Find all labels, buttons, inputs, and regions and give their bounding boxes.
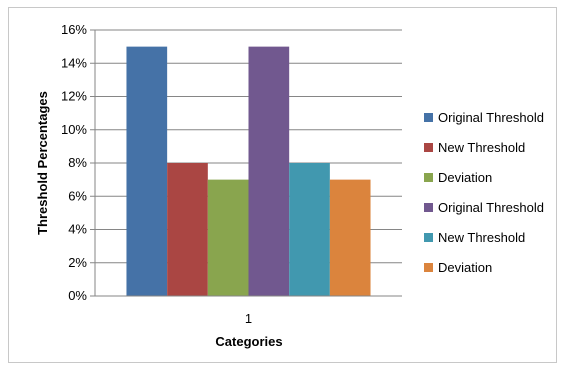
y-tick-label: 6% — [68, 188, 87, 203]
legend-label: Deviation — [438, 170, 492, 185]
legend-swatch — [424, 203, 433, 212]
y-tick-label: 12% — [61, 89, 87, 104]
y-tick-label: 4% — [68, 222, 87, 237]
legend-label: Original Threshold — [438, 110, 544, 125]
legend-swatch — [424, 173, 433, 182]
legend-label: New Threshold — [438, 230, 525, 245]
legend-label: Deviation — [438, 260, 492, 275]
bars — [126, 46, 371, 296]
legend: Original Threshold New Threshold Deviation… — [424, 110, 544, 275]
x-tick-label: 1 — [245, 311, 252, 326]
y-axis-title: Threshold Percentages — [35, 91, 50, 235]
x-tick-labels: 1 — [245, 311, 252, 326]
legend-swatch — [424, 233, 433, 242]
y-tick-label: 16% — [61, 22, 87, 37]
x-axis-title: Categories — [215, 334, 282, 349]
bar-4 — [248, 46, 290, 296]
y-tick-label: 0% — [68, 288, 87, 303]
y-tick-labels: 0% 2% 4% 6% 8% 10% 12% 14% 16% — [61, 22, 95, 303]
legend-label: Original Threshold — [438, 200, 544, 215]
bar-1 — [126, 46, 168, 296]
bar-2 — [167, 163, 208, 296]
bar-5 — [289, 163, 330, 296]
y-tick-label: 2% — [68, 255, 87, 270]
legend-swatch — [424, 113, 433, 122]
legend-swatch — [424, 143, 433, 152]
y-tick-label: 10% — [61, 122, 87, 137]
y-tick-label: 8% — [68, 155, 87, 170]
bar-6 — [329, 179, 371, 296]
bar-3 — [207, 179, 249, 296]
legend-swatch — [424, 263, 433, 272]
y-tick-label: 14% — [61, 55, 87, 70]
legend-label: New Threshold — [438, 140, 525, 155]
